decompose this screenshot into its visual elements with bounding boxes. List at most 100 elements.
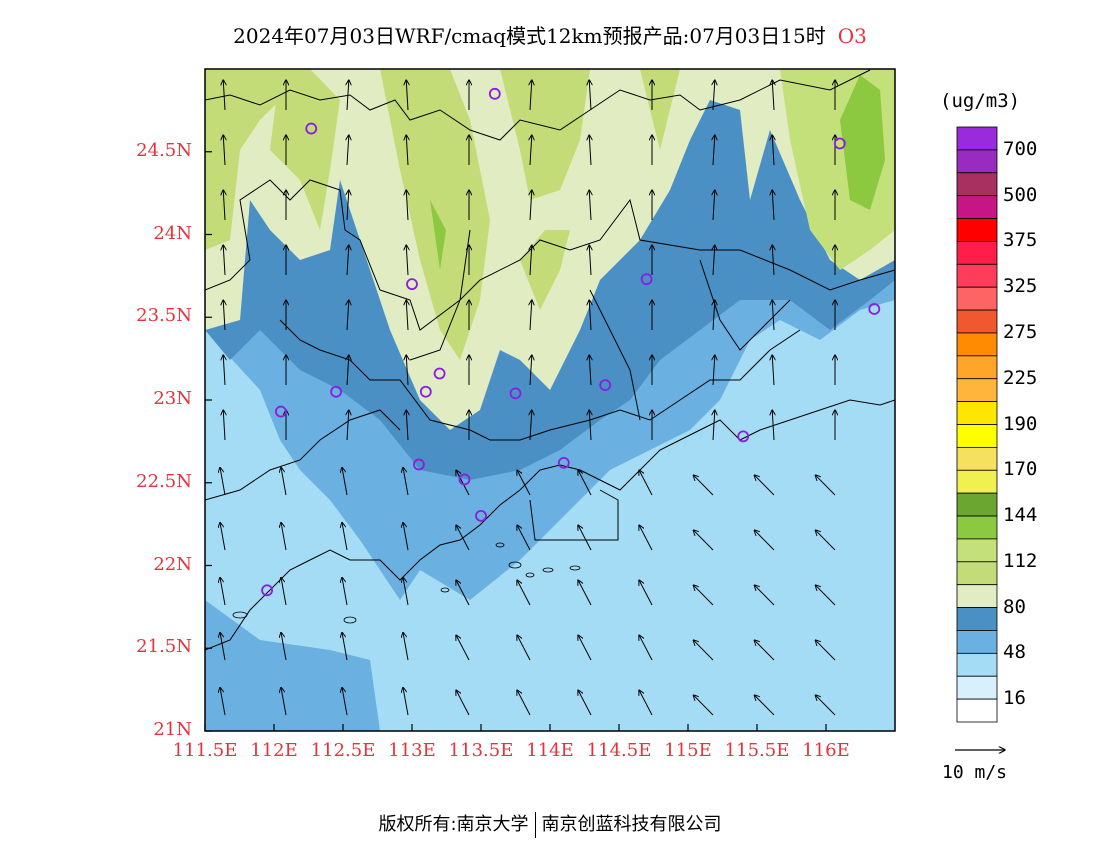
wind-vector bbox=[713, 410, 715, 441]
wind-vector bbox=[815, 530, 836, 551]
lon-label: 112.5E bbox=[310, 740, 376, 761]
wind-vector bbox=[220, 467, 226, 496]
wind-vector bbox=[815, 475, 836, 496]
lon-label: 115.5E bbox=[724, 740, 790, 761]
station-marker bbox=[868, 303, 881, 315]
colorbar-swatch bbox=[956, 241, 998, 265]
wind-vectors bbox=[220, 80, 836, 716]
colorbar-swatch bbox=[956, 446, 998, 471]
lon-label: 116E bbox=[802, 740, 850, 761]
lat-label: 21.5N bbox=[136, 636, 192, 658]
wind-vector bbox=[754, 530, 775, 551]
wind-vector bbox=[456, 525, 470, 551]
wind-vector bbox=[693, 530, 714, 551]
wind-vector bbox=[223, 245, 225, 276]
wind-vector bbox=[220, 522, 226, 551]
colorbar-label: 225 bbox=[1003, 366, 1038, 389]
wind-vector bbox=[754, 640, 775, 661]
colorbar-swatch bbox=[956, 675, 998, 700]
wind-vector bbox=[693, 475, 714, 496]
colorbar-label: 112 bbox=[1003, 549, 1038, 572]
colorbar-swatch bbox=[956, 561, 998, 586]
wind-vector bbox=[403, 687, 409, 716]
wind-vector bbox=[713, 355, 715, 386]
colorbar-swatch bbox=[956, 607, 998, 631]
lat-label: 23.5N bbox=[136, 305, 192, 327]
wind-vector bbox=[639, 580, 653, 606]
wind-vector bbox=[713, 135, 715, 166]
wind-vector bbox=[223, 135, 225, 166]
wind-vector bbox=[589, 135, 591, 166]
lat-label: 21N bbox=[153, 719, 192, 740]
wind-vector bbox=[281, 577, 287, 606]
wind-vector bbox=[456, 690, 470, 716]
wind-vector bbox=[347, 300, 349, 331]
wind-vector bbox=[347, 355, 349, 386]
wind-vector bbox=[772, 410, 774, 441]
station-marker bbox=[274, 405, 287, 418]
wind-vector bbox=[578, 635, 592, 661]
colorbar-swatch bbox=[956, 378, 998, 403]
wind-vector bbox=[639, 690, 653, 716]
wind-vector bbox=[406, 300, 408, 331]
wind-vector bbox=[220, 632, 226, 661]
colorbar-swatch bbox=[956, 172, 998, 197]
wind-vector bbox=[223, 355, 225, 386]
wind-vector bbox=[713, 80, 715, 111]
lon-label: 114E bbox=[526, 740, 574, 761]
wind-vector bbox=[589, 80, 591, 111]
wind-vector bbox=[281, 632, 287, 661]
wind-vector bbox=[347, 80, 349, 111]
wind-vector bbox=[517, 470, 531, 496]
wind-vector bbox=[639, 525, 653, 551]
colorbar-label: 170 bbox=[1003, 458, 1038, 481]
wind-vector bbox=[403, 467, 409, 496]
wind-vector bbox=[639, 470, 653, 496]
station-marker bbox=[640, 273, 653, 286]
wind-vector bbox=[530, 135, 532, 166]
colorbar bbox=[956, 126, 998, 723]
wind-vector bbox=[517, 635, 531, 661]
station-marker bbox=[599, 379, 612, 392]
station-marker bbox=[261, 584, 274, 597]
station-marker bbox=[488, 87, 501, 100]
colorbar-swatch bbox=[956, 286, 998, 311]
wind-vector bbox=[220, 577, 226, 606]
lat-label: 24N bbox=[153, 222, 192, 244]
wind-vector bbox=[456, 635, 470, 661]
wind-vector bbox=[713, 300, 715, 331]
lon-label: 112E bbox=[250, 740, 298, 761]
colorbar-swatch bbox=[956, 515, 998, 540]
wind-vector bbox=[342, 522, 348, 551]
wind-vector bbox=[281, 687, 287, 716]
station-marker bbox=[557, 456, 570, 469]
wind-vector bbox=[693, 695, 714, 716]
wind-vector bbox=[223, 80, 225, 111]
wind-vector bbox=[456, 580, 470, 606]
wind-vector bbox=[517, 690, 531, 716]
station-marker bbox=[412, 458, 425, 471]
colorbar-swatch bbox=[956, 538, 998, 563]
wind-vector bbox=[342, 632, 348, 661]
wind-vector bbox=[589, 245, 591, 276]
colorbar-swatch bbox=[956, 332, 998, 357]
wind-vector bbox=[530, 300, 532, 331]
colorbar-label: 325 bbox=[1003, 275, 1038, 298]
station-markers bbox=[261, 87, 881, 597]
station-marker bbox=[305, 122, 318, 135]
station-marker bbox=[475, 509, 487, 522]
wind-vector bbox=[223, 410, 225, 441]
wind-vector bbox=[530, 410, 532, 441]
colorbar-label: 80 bbox=[1003, 595, 1026, 618]
axis-ticks bbox=[204, 151, 827, 732]
wind-vector bbox=[578, 690, 592, 716]
page-title: 2024年07月03日WRF/cmaq模式12km预报产品:07月03日15时 O… bbox=[0, 20, 1100, 49]
colorbar-label: 190 bbox=[1003, 412, 1038, 435]
ozone-field bbox=[205, 69, 895, 731]
wind-vector bbox=[406, 245, 408, 276]
station-marker bbox=[833, 137, 846, 150]
wind-vector bbox=[589, 355, 591, 386]
wind-vector bbox=[772, 245, 774, 276]
wind-vector bbox=[403, 522, 409, 551]
